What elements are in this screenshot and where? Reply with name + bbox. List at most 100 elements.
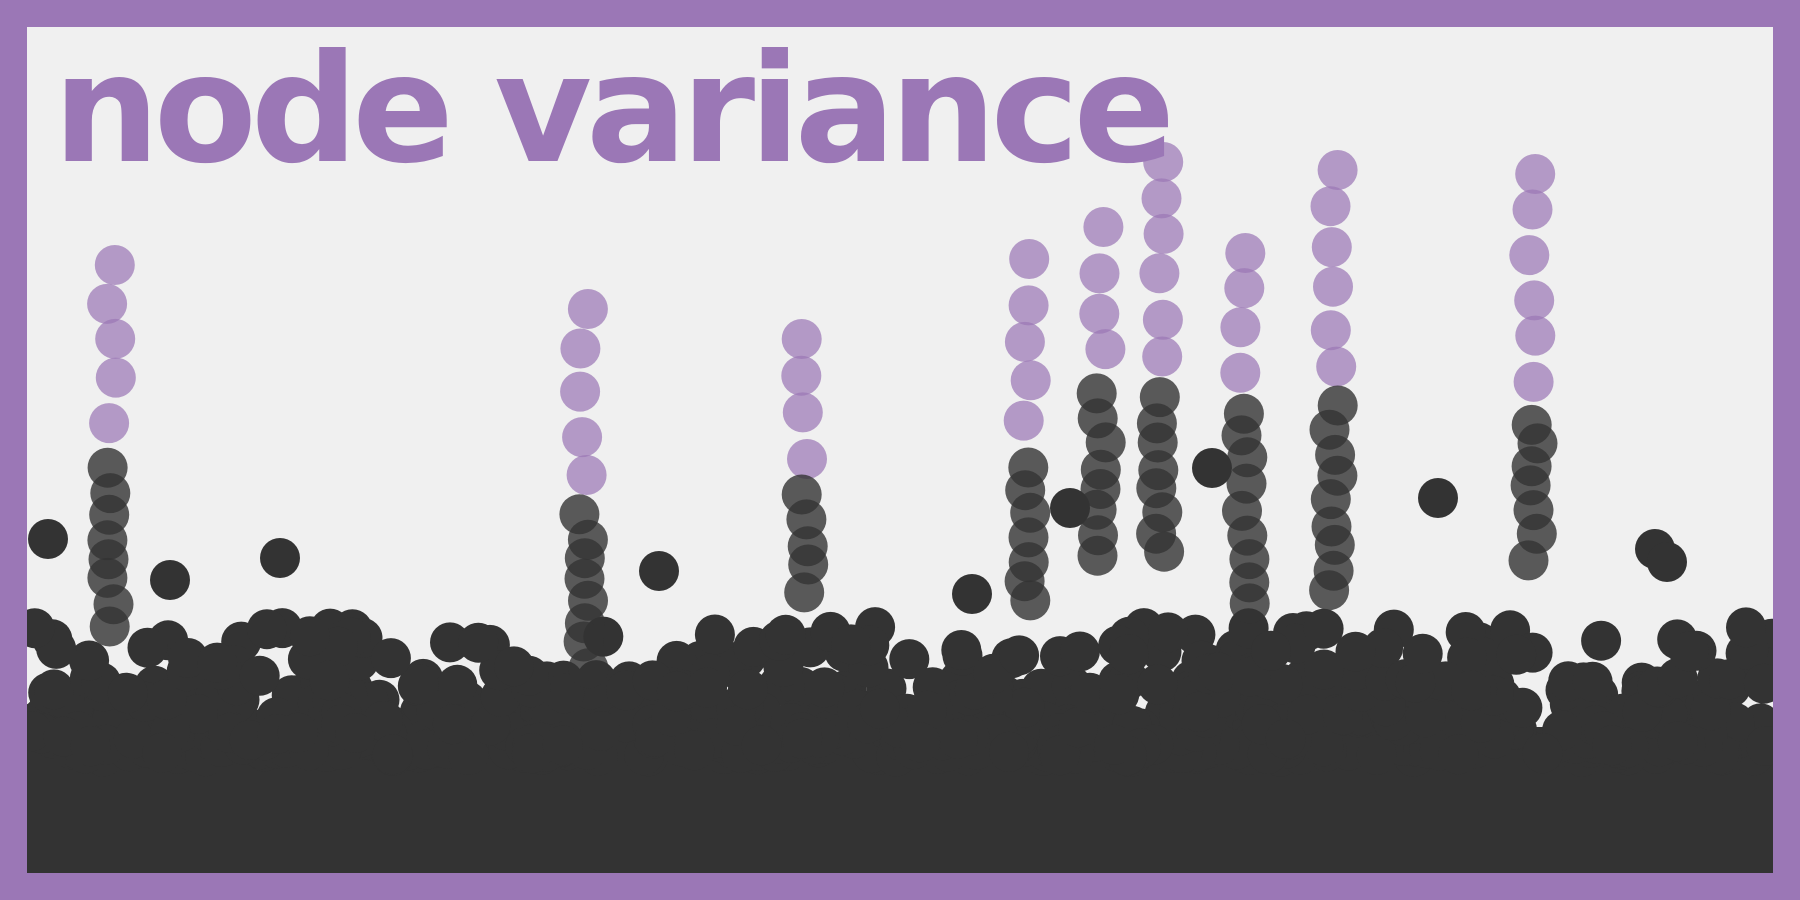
purple-dot bbox=[782, 392, 823, 433]
dark-dot bbox=[1303, 726, 1344, 767]
dark-dot bbox=[437, 664, 478, 705]
dark-dot bbox=[889, 639, 930, 680]
dark-dot bbox=[1405, 697, 1446, 738]
dark-dot bbox=[1592, 725, 1632, 766]
dark-dot bbox=[687, 667, 728, 708]
dark-dot bbox=[1303, 608, 1344, 649]
purple-dot bbox=[1142, 336, 1183, 377]
dark-dot bbox=[372, 734, 413, 775]
dark-dot bbox=[1050, 488, 1090, 528]
dark-dot bbox=[639, 551, 679, 591]
dark-dot bbox=[27, 608, 55, 649]
dark-dot bbox=[1508, 540, 1549, 581]
poster-title: node variance bbox=[53, 27, 1175, 197]
dark-dot bbox=[1004, 687, 1045, 728]
dark-dot bbox=[941, 630, 982, 670]
dark-dot bbox=[859, 688, 900, 729]
purple-dot bbox=[1083, 207, 1124, 247]
dark-dot bbox=[1745, 726, 1773, 766]
purple-dot bbox=[1010, 360, 1051, 401]
dark-dot bbox=[1669, 631, 1710, 672]
dark-dot bbox=[765, 614, 806, 655]
dark-dot bbox=[782, 718, 823, 759]
dark-dot bbox=[69, 640, 110, 681]
dark-dot bbox=[1743, 663, 1773, 704]
purple-dot bbox=[1316, 346, 1357, 387]
purple-dot bbox=[1515, 154, 1556, 194]
purple-dot bbox=[94, 245, 135, 285]
dark-dot bbox=[1059, 631, 1100, 672]
purple-dot bbox=[781, 355, 822, 396]
purple-dot bbox=[1512, 189, 1553, 230]
dark-dot bbox=[1356, 734, 1397, 775]
dark-dot bbox=[246, 609, 287, 650]
dark-dot bbox=[458, 622, 499, 663]
purple-dot bbox=[1224, 268, 1265, 309]
dark-dot bbox=[1010, 580, 1051, 621]
dark-dot bbox=[432, 704, 473, 745]
purple-dot bbox=[1311, 227, 1352, 268]
purple-dot bbox=[1225, 233, 1266, 273]
dark-dot bbox=[1265, 719, 1306, 759]
purple-dot bbox=[1310, 186, 1351, 227]
dark-dot bbox=[674, 730, 715, 771]
dark-dot bbox=[70, 726, 111, 767]
dark-dot bbox=[277, 712, 318, 753]
dark-dot bbox=[937, 718, 978, 759]
dark-dot bbox=[1069, 672, 1110, 713]
dark-dot bbox=[239, 655, 280, 696]
purple-dot bbox=[560, 371, 601, 412]
purple-dot bbox=[1142, 299, 1183, 340]
dark-dot bbox=[656, 671, 697, 712]
purple-dot bbox=[1313, 266, 1353, 307]
dark-dot bbox=[1709, 659, 1750, 700]
purple-dot bbox=[787, 439, 827, 479]
purple-dot bbox=[1513, 361, 1554, 402]
dark-dot bbox=[831, 624, 871, 665]
dark-dot bbox=[1522, 733, 1563, 774]
dark-dot bbox=[900, 722, 941, 763]
dark-dot bbox=[1726, 607, 1766, 648]
purple-dot bbox=[1079, 253, 1120, 294]
dark-dot bbox=[1058, 707, 1098, 748]
dark-dot bbox=[1496, 634, 1537, 675]
dark-dot bbox=[1418, 478, 1458, 518]
dark-dot bbox=[1198, 652, 1239, 693]
dark-dot bbox=[1077, 535, 1118, 576]
purple-dot bbox=[95, 318, 136, 359]
dark-dot bbox=[1309, 570, 1350, 611]
dark-dot bbox=[542, 725, 583, 766]
dark-dot bbox=[784, 572, 825, 613]
dark-dot bbox=[1572, 661, 1613, 702]
dark-dot bbox=[1148, 612, 1189, 653]
purple-dot bbox=[1509, 235, 1550, 276]
dark-dot bbox=[1690, 690, 1731, 731]
purple-dot bbox=[560, 328, 601, 369]
dark-dot bbox=[741, 725, 782, 766]
dark-dot bbox=[1229, 583, 1270, 624]
purple-dot bbox=[95, 357, 136, 398]
dark-dot bbox=[430, 622, 470, 663]
purple-dot bbox=[567, 289, 608, 329]
dark-dot bbox=[146, 679, 187, 720]
dark-dot bbox=[309, 660, 350, 701]
dark-dot bbox=[34, 669, 74, 710]
dark-dot bbox=[1438, 734, 1479, 775]
purple-dot bbox=[1310, 310, 1351, 351]
purple-dot bbox=[562, 417, 603, 458]
purple-dot bbox=[1220, 352, 1261, 393]
purple-dot bbox=[1079, 293, 1120, 334]
dark-dot bbox=[694, 614, 735, 655]
dark-dot bbox=[999, 635, 1040, 676]
dark-dot bbox=[804, 667, 845, 708]
purple-dot bbox=[1514, 280, 1555, 321]
dark-dot bbox=[1251, 630, 1291, 671]
purple-dot bbox=[1004, 321, 1045, 362]
purple-dot bbox=[1143, 142, 1184, 182]
dark-dot bbox=[1099, 674, 1140, 715]
dark-dot bbox=[89, 606, 130, 647]
dark-dot bbox=[1179, 691, 1219, 732]
dark-dot bbox=[1262, 664, 1303, 705]
dark-dot bbox=[494, 646, 534, 687]
purple-dot bbox=[1003, 400, 1044, 441]
